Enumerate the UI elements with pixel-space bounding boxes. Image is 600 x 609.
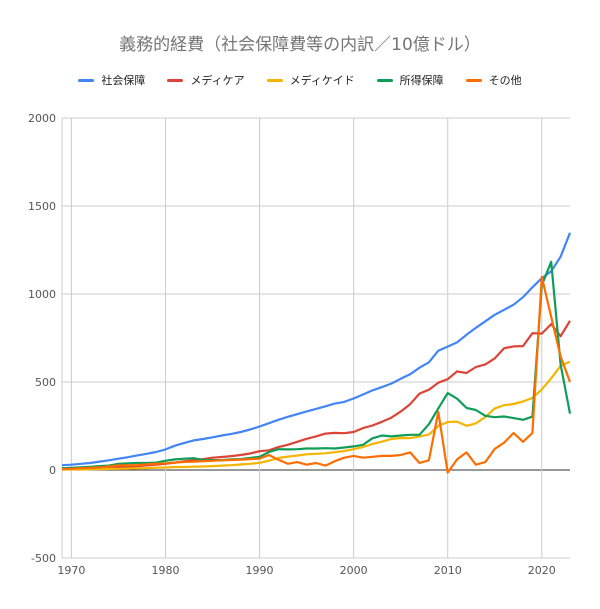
legend-item-4: その他 xyxy=(465,72,522,88)
legend-swatch xyxy=(376,78,393,82)
legend-item-2: メディケイド xyxy=(266,72,355,88)
x-tick-label: 2000 xyxy=(340,564,368,577)
y-tick-label: 500 xyxy=(35,376,56,389)
legend-swatch xyxy=(266,78,283,82)
y-tick-label: 2000 xyxy=(28,112,56,125)
series-line-4 xyxy=(61,275,572,474)
legend-label: メディケイド xyxy=(289,74,355,87)
legend-label: その他 xyxy=(488,74,522,87)
legend-label: 社会保障 xyxy=(101,74,146,87)
legend: 社会保障 メディケア メディケイド 所得保障 その他 xyxy=(0,72,600,88)
series-line-0 xyxy=(61,232,572,467)
series-line-2 xyxy=(62,360,571,471)
legend-label: 所得保障 xyxy=(399,74,444,87)
y-tick-label: 0 xyxy=(49,464,56,477)
legend-item-1: メディケア xyxy=(167,72,245,88)
series-line-3 xyxy=(61,260,572,470)
y-tick-label: -500 xyxy=(31,552,56,565)
legend-label: メディケア xyxy=(190,74,245,87)
x-tick-label: 1970 xyxy=(57,564,85,577)
legend-item-3: 所得保障 xyxy=(376,72,444,88)
chart-title: 義務的経費（社会保障費等の内訳／10億ドル） xyxy=(119,35,481,55)
x-tick-label: 2020 xyxy=(528,564,556,577)
legend-swatch xyxy=(465,78,482,82)
y-tick-label: 1500 xyxy=(28,200,56,213)
legend-item-0: 社会保障 xyxy=(78,72,145,88)
y-tick-label: 1000 xyxy=(28,288,56,301)
x-tick-label: 2010 xyxy=(434,564,462,577)
series-line-1 xyxy=(61,320,571,470)
x-tick-label: 1990 xyxy=(246,564,274,577)
legend-swatch xyxy=(167,78,184,82)
x-tick-label: 1980 xyxy=(151,564,179,577)
legend-swatch xyxy=(78,78,95,82)
